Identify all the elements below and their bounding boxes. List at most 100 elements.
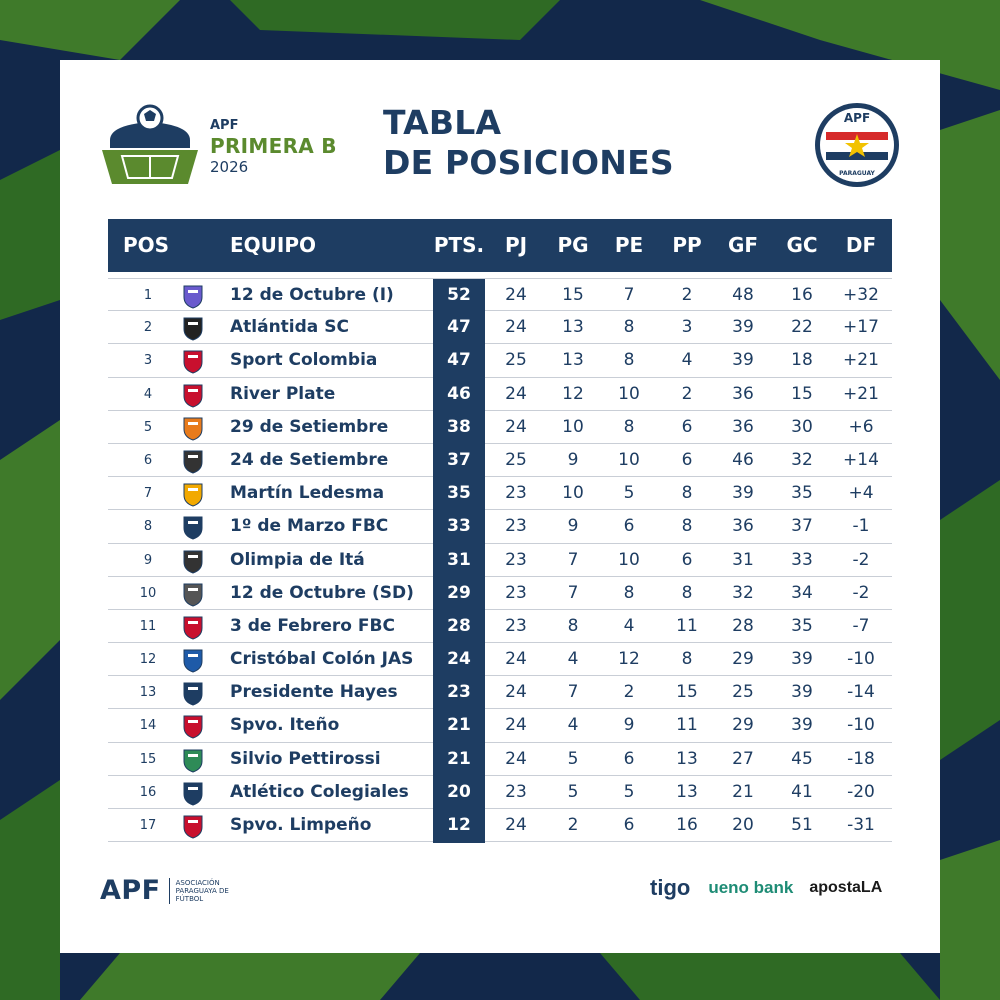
row-pos: 5: [143, 419, 153, 435]
row-pg: 13: [562, 350, 584, 371]
team-badge-icon: [180, 315, 206, 341]
row-pg: 4: [567, 715, 579, 736]
standings-card: APF PRIMERA B 2026 TABLA DE POSICIONES A…: [60, 60, 940, 953]
table-row: 4 River Plate 46 24 12 10 2 36 15 +21: [108, 377, 892, 412]
table-row: 15 Silvio Pettirossi 21 24 5 6 13 27 45 -18: [108, 742, 892, 777]
table-row: 5 29 de Setiembre 38 24 10 8 6 36 30 +6: [108, 410, 892, 445]
apf-full-name: ASOCIACIÓN PARAGUAYA DE FÚTBOL: [175, 878, 229, 903]
col-team: EQUIPO: [230, 233, 317, 257]
row-gc: 34: [791, 582, 813, 603]
row-team: 12 de Octubre (I): [230, 285, 394, 305]
crest-bottom-text: PARAGUAY: [839, 170, 875, 177]
row-pg: 7: [567, 582, 579, 603]
row-pp: 4: [681, 350, 693, 371]
table-row: 9 Olimpia de Itá 31 23 7 10 6 31 33 -2: [108, 543, 892, 578]
row-pts: 38: [433, 410, 485, 445]
col-gf: GF: [727, 233, 759, 257]
row-pts: 20: [433, 775, 485, 810]
row-team: Sport Colombia: [230, 350, 378, 371]
row-gc: 41: [791, 781, 813, 802]
row-df: -20: [847, 781, 875, 802]
row-pj: 23: [505, 582, 527, 603]
col-df: DF: [845, 233, 877, 257]
team-badge-icon: [180, 283, 206, 309]
row-pg: 15: [562, 285, 584, 305]
row-pp: 8: [681, 649, 693, 670]
row-team: Martín Ledesma: [230, 483, 385, 504]
row-pp: 3: [681, 317, 693, 338]
row-pts: 31: [433, 543, 485, 578]
row-gc: 51: [791, 815, 813, 835]
row-pp: 6: [681, 416, 693, 437]
row-pp: 2: [681, 383, 693, 404]
row-pts: 33: [433, 510, 485, 545]
apf-wordmark: APF: [100, 875, 161, 906]
row-pos: 12: [139, 652, 157, 668]
row-pj: 23: [505, 549, 527, 570]
row-pj: 24: [505, 815, 527, 835]
row-pp: 8: [681, 483, 693, 504]
row-gf: 36: [732, 416, 754, 437]
row-pe: 8: [623, 582, 635, 603]
sponsors: tigo ueno bank apostaLA: [650, 875, 882, 901]
row-pe: 6: [623, 815, 635, 835]
row-pts: 29: [433, 576, 485, 611]
row-pe: 5: [623, 781, 635, 802]
team-badge-icon: [180, 713, 206, 739]
row-pg: 5: [567, 748, 579, 769]
row-pg: 7: [567, 682, 579, 703]
table-row: 6 24 de Setiembre 37 25 9 10 6 46 32 +14: [108, 443, 892, 478]
row-pp: 6: [681, 549, 693, 570]
row-gf: 31: [732, 549, 754, 570]
row-pe: 8: [623, 416, 635, 437]
row-df: -31: [847, 815, 875, 835]
league-org: APF: [210, 118, 239, 133]
row-gf: 39: [732, 317, 754, 338]
row-gc: 32: [791, 449, 813, 470]
team-badge-icon: [180, 747, 206, 773]
row-gc: 37: [791, 516, 813, 537]
row-pj: 24: [505, 285, 527, 305]
row-pts: 37: [433, 443, 485, 478]
row-pts: 46: [433, 377, 485, 412]
team-badge-icon: [180, 780, 206, 806]
row-gf: 36: [732, 383, 754, 404]
row-gf: 46: [732, 449, 754, 470]
row-gc: 39: [791, 649, 813, 670]
row-pe: 6: [623, 748, 635, 769]
row-gf: 20: [732, 815, 754, 835]
table-row: 13 Presidente Hayes 23 24 7 2 15 25 39 -14: [108, 676, 892, 711]
row-team: 12 de Octubre (SD): [230, 582, 414, 603]
row-pg: 5: [567, 781, 579, 802]
row-df: +21: [843, 350, 879, 371]
row-pos: 1: [143, 288, 153, 303]
table-row: 8 1º de Marzo FBC 33 23 9 6 8 36 37 -1: [108, 510, 892, 545]
row-df: -14: [847, 682, 875, 703]
row-pe: 2: [623, 682, 635, 703]
row-pp: 8: [681, 516, 693, 537]
row-gf: 29: [732, 715, 754, 736]
team-badge-icon: [180, 415, 206, 441]
row-pg: 7: [567, 549, 579, 570]
sponsor-tigo: tigo: [650, 875, 691, 900]
sponsor-apostala: apostaLA: [809, 879, 883, 896]
table-row: 1 12 de Octubre (I) 52 24 15 7 2 48 16 +32: [108, 278, 892, 313]
row-pos: 9: [143, 552, 153, 568]
row-pts: 52: [433, 279, 485, 313]
row-pj: 24: [505, 416, 527, 437]
row-pp: 16: [676, 815, 698, 835]
table-header: POS EQUIPO PTS. PJ PG PE PP GF GC DF: [108, 219, 892, 272]
row-pg: 13: [562, 317, 584, 338]
row-pj: 24: [505, 317, 527, 338]
team-badge-icon: [180, 647, 206, 673]
row-gf: 27: [732, 748, 754, 769]
crest-top-text: APF: [844, 111, 870, 125]
row-pe: 8: [623, 350, 635, 371]
table-row: 2 Atlántida SC 47 24 13 8 3 39 22 +17: [108, 311, 892, 346]
col-pj: PJ: [504, 233, 528, 257]
row-gc: 39: [791, 682, 813, 703]
team-badge-icon: [180, 614, 206, 640]
row-gf: 28: [732, 615, 754, 636]
row-pj: 24: [505, 649, 527, 670]
row-pg: 8: [567, 615, 579, 636]
